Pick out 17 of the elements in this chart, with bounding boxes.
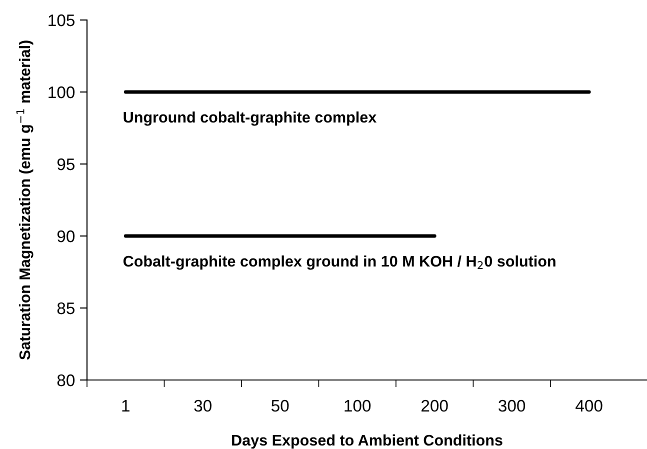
x-tick-label: 1 bbox=[122, 400, 130, 412]
x-tick-label: 30 bbox=[194, 400, 212, 412]
x-tick-label: 400 bbox=[576, 400, 602, 412]
y-tick-label: 90 bbox=[57, 230, 75, 242]
y-tick-label: 100 bbox=[48, 86, 75, 98]
x-tick-label: 100 bbox=[344, 400, 371, 412]
y-tick-label: 95 bbox=[57, 158, 74, 170]
x-tick-label: 50 bbox=[272, 400, 289, 412]
x-tick-label: 300 bbox=[498, 400, 526, 412]
x-tick-label: 200 bbox=[422, 400, 448, 412]
series-label: Unground cobalt-graphite complex bbox=[124, 111, 377, 126]
y-axis-title: Saturation Magnetization (emu g$^{−1}$ material) bbox=[16, 40, 34, 360]
y-tick-label: 85 bbox=[57, 302, 74, 314]
series-label: Cobalt-graphite complex ground in 10 M KOH / H$_{2}$0 solution bbox=[123, 255, 556, 270]
x-axis-title: Days Exposed to Ambient Conditions bbox=[232, 434, 502, 449]
y-tick-label: 80 bbox=[57, 374, 75, 386]
y-tick-label: 105 bbox=[48, 14, 74, 26]
